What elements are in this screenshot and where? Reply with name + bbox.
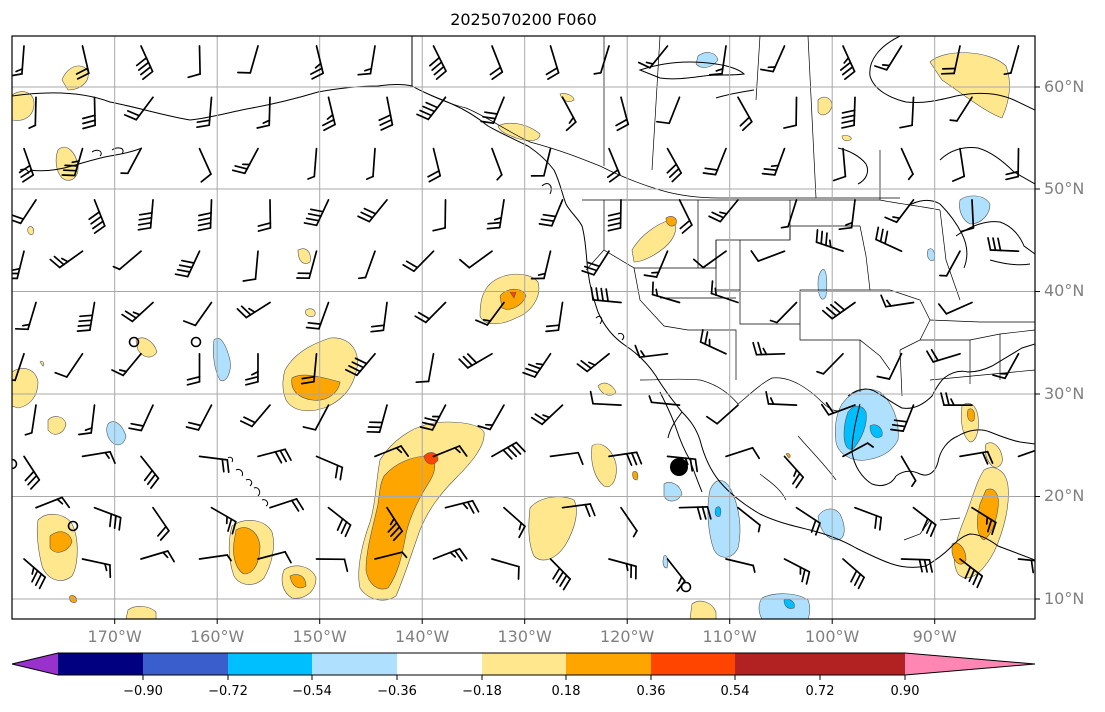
map-title: 2025070200 F060 — [450, 10, 597, 29]
lat-label: 20°N — [1044, 486, 1085, 505]
calm-wind-markers — [12, 336, 692, 593]
colorbar-tick-label: 0.54 — [720, 684, 750, 699]
lat-label: 50°N — [1044, 179, 1085, 198]
colorbar-tick-label: −0.72 — [208, 684, 248, 699]
lon-label: 120°W — [600, 627, 655, 646]
lon-label: 150°W — [292, 627, 347, 646]
lat-label: 60°N — [1044, 77, 1085, 96]
graticule — [12, 36, 1035, 619]
colorbar-tick-label: 0.90 — [890, 684, 920, 699]
lon-label: 110°W — [702, 627, 757, 646]
colorbar-tick-label: −0.18 — [462, 684, 502, 699]
lat-label: 30°N — [1044, 384, 1085, 403]
colorbar-tick-label: −0.36 — [377, 684, 417, 699]
map-frame — [11, 35, 1036, 620]
lat-label: 40°N — [1044, 281, 1085, 300]
colorbar-tick-label: −0.90 — [123, 684, 163, 699]
colorbar-tick-label: 0.72 — [805, 684, 835, 699]
lon-label: 100°W — [805, 627, 860, 646]
axis-ticks — [114, 86, 1040, 624]
lon-label: 140°W — [395, 627, 450, 646]
wind-barbs — [12, 45, 1035, 592]
lat-label: 10°N — [1044, 589, 1085, 608]
colorbar-tick-label: 0.18 — [551, 684, 581, 699]
negative-anomaly-contours — [106, 52, 991, 619]
lon-label: 160°W — [190, 627, 245, 646]
lon-label: 130°W — [497, 627, 552, 646]
coastlines — [12, 36, 1035, 568]
lon-label: 90°W — [912, 627, 957, 646]
colorbar-tick-label: −0.54 — [292, 684, 332, 699]
lon-label: 170°W — [87, 627, 142, 646]
colorbar-tick-label: 0.36 — [636, 684, 666, 699]
tropical-storm-marker — [670, 458, 688, 476]
political-borders — [411, 36, 1035, 541]
